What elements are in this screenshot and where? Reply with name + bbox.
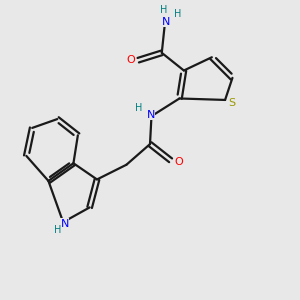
Text: H: H — [174, 9, 182, 19]
Text: H: H — [160, 4, 167, 14]
Text: N: N — [147, 110, 155, 120]
Text: N: N — [162, 17, 170, 27]
Text: H: H — [135, 103, 143, 113]
Text: N: N — [60, 219, 69, 229]
Text: S: S — [228, 98, 235, 109]
Text: H: H — [54, 225, 61, 236]
Text: O: O — [175, 157, 183, 167]
Text: O: O — [127, 55, 135, 64]
